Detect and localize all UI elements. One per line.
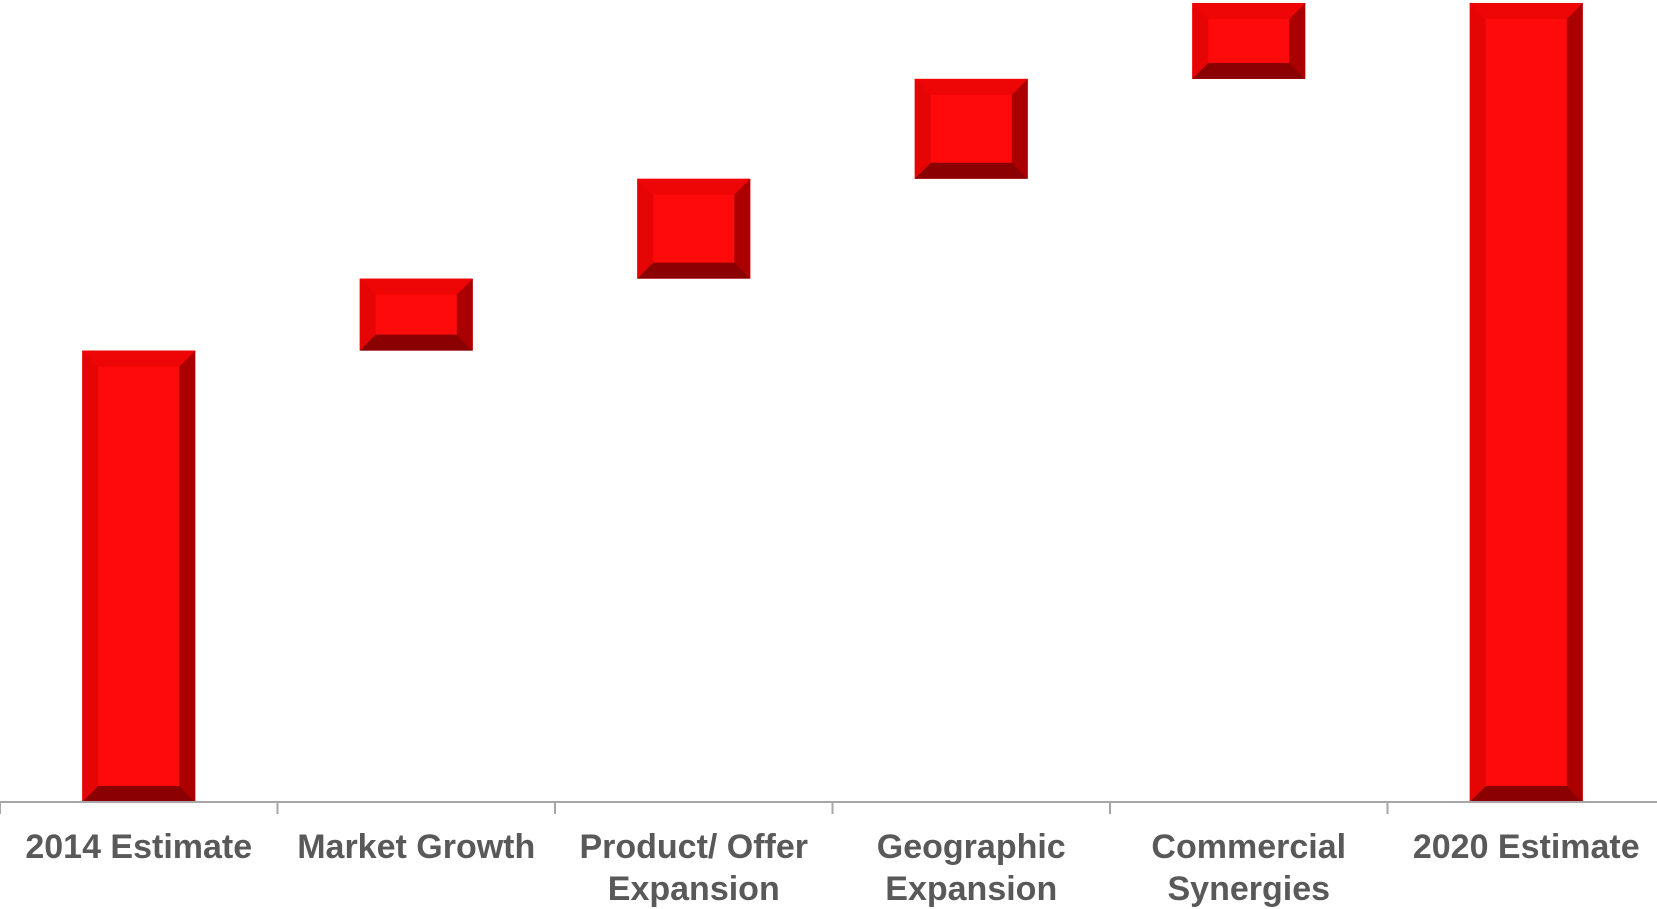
- bar-bevel-bottom: [82, 786, 196, 802]
- bar-face: [637, 178, 751, 279]
- category-label: Market Growth: [297, 828, 535, 866]
- bar-face: [914, 78, 1028, 179]
- bar-bevel-right: [456, 278, 473, 351]
- bar-bevel-left: [637, 178, 654, 279]
- bar-bevel-bottom: [914, 162, 1028, 179]
- bar-bevel-left: [914, 78, 931, 179]
- bar-bevel-left: [1469, 3, 1486, 802]
- category-label: Product/ Offer Expansion: [579, 828, 808, 908]
- bar-bevel-top: [1469, 3, 1583, 19]
- bar-face: [1469, 3, 1583, 802]
- bar-bevel-bottom: [1469, 786, 1583, 802]
- category-label: Commercial Synergies: [1151, 828, 1346, 908]
- increment-bar: [1192, 3, 1306, 79]
- bar-bevel-right: [179, 350, 196, 802]
- bar-bevel-top: [914, 78, 1028, 95]
- bar-bevel-bottom: [637, 262, 751, 279]
- category-label: 2014 Estimate: [25, 828, 252, 866]
- total-bar: [1469, 3, 1583, 802]
- bar-bevel-top: [1192, 3, 1306, 19]
- bar-bevel-top: [82, 350, 196, 367]
- bar-face: [82, 350, 196, 802]
- increment-bar: [914, 78, 1028, 179]
- bar-bevel-top: [359, 278, 473, 295]
- bar-bevel-left: [82, 350, 99, 802]
- increment-bar: [637, 178, 751, 279]
- x-axis-labels: 2014 Estimate Market Growth Product/ Offer…: [25, 828, 1639, 908]
- bar-bevel-top: [637, 178, 751, 195]
- bar-bevel-right: [1011, 78, 1028, 179]
- increment-bar: [359, 278, 473, 351]
- bar-bevel-right: [1289, 3, 1306, 79]
- bar-bevel-bottom: [1192, 62, 1306, 79]
- bar-bevel-right: [1566, 3, 1583, 802]
- bar-bevel-right: [734, 178, 751, 279]
- x-axis-ticks: [0, 802, 1389, 814]
- category-label: 2020 Estimate: [1413, 828, 1640, 866]
- bar-bevel-bottom: [359, 334, 473, 351]
- bar-bevel-left: [1192, 3, 1209, 79]
- category-label: Geographic Expansion: [877, 828, 1066, 908]
- bars-layer: [82, 3, 1583, 802]
- total-bar: [82, 350, 196, 802]
- bar-bevel-left: [359, 278, 376, 351]
